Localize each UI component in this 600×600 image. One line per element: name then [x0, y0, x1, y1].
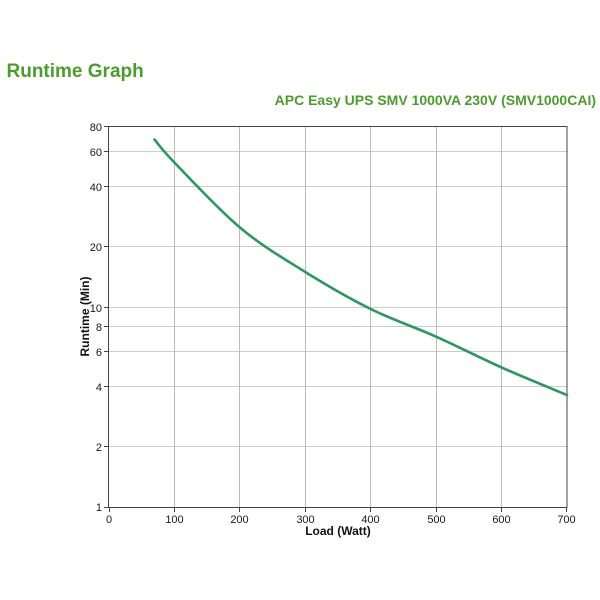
svg-text:Load (Watt): Load (Watt) [305, 524, 371, 538]
svg-text:4: 4 [96, 382, 102, 394]
svg-text:60: 60 [90, 147, 102, 159]
svg-text:80: 80 [90, 122, 102, 134]
svg-text:2: 2 [96, 442, 102, 454]
svg-text:10: 10 [90, 303, 102, 315]
svg-text:Runtime (Min): Runtime (Min) [78, 277, 92, 357]
svg-text:100: 100 [165, 514, 183, 526]
svg-text:1: 1 [96, 502, 102, 514]
svg-text:200: 200 [230, 514, 248, 526]
svg-text:6: 6 [96, 347, 102, 359]
svg-text:500: 500 [427, 514, 445, 526]
svg-text:400: 400 [361, 514, 379, 526]
svg-text:Runtime Graph: Runtime Graph [7, 61, 144, 82]
svg-text:300: 300 [296, 514, 314, 526]
svg-text:700: 700 [557, 514, 575, 526]
svg-text:0: 0 [106, 514, 112, 526]
svg-text:8: 8 [96, 322, 102, 334]
svg-text:40: 40 [90, 182, 102, 194]
svg-text:600: 600 [492, 514, 510, 526]
svg-text:20: 20 [90, 242, 102, 254]
svg-text:APC Easy UPS SMV 1000VA 230V (: APC Easy UPS SMV 1000VA 230V (SMV1000CAI… [275, 92, 596, 108]
